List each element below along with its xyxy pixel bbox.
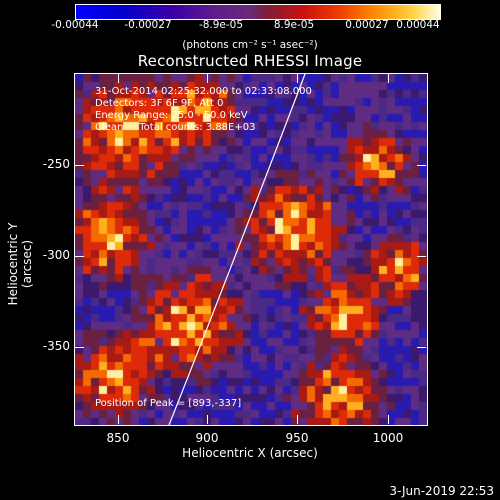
x-tick-mark xyxy=(207,74,208,83)
timestamp: 3-Jun-2019 22:53 xyxy=(389,484,494,498)
x-tick-mark xyxy=(297,415,298,424)
colorbar-tick: 0.00044 xyxy=(396,19,440,31)
x-tick-mark xyxy=(388,74,389,83)
colorbar-tick: -8.9e-05 xyxy=(198,19,244,31)
colorbar-tick: 0.00027 xyxy=(345,19,389,31)
y-tick-label: -300 xyxy=(42,248,70,262)
image-title: Reconstructed RHESSI Image xyxy=(137,52,363,70)
x-tick-label: 900 xyxy=(195,431,219,445)
x-tick-mark xyxy=(388,415,389,424)
y-tick-mark xyxy=(75,165,84,166)
x-tick-label: 850 xyxy=(106,431,130,445)
x-tick-mark xyxy=(118,74,119,83)
colorbar-tick: -0.00044 xyxy=(51,19,99,31)
y-tick-mark xyxy=(75,347,84,348)
y-tick-mark xyxy=(417,347,426,348)
heatmap-image xyxy=(75,74,427,425)
time-range: 31-Oct-2014 02:25:32.000 to 02:33:08.000 xyxy=(95,86,312,97)
y-axis-label: Heliocentric Y (arcsec) xyxy=(6,222,34,306)
colorbar-tick: 8.9e-05 xyxy=(273,19,315,31)
detectors: Detectors: 3F 6F 9F, Att 0 xyxy=(95,98,224,109)
rhessi-image: 31-Oct-2014 02:25:32.000 to 02:33:08.000… xyxy=(74,73,428,426)
clean-counts: Clean Total counts: 3.88E+03 xyxy=(95,122,256,133)
x-tick-mark xyxy=(118,415,119,424)
colorbar xyxy=(75,4,441,20)
peak-position: Position of Peak = [893,-337] xyxy=(95,398,242,409)
solar-limb-line xyxy=(168,74,306,425)
colorbar-units: (photons cm⁻² s⁻¹ asec⁻²) xyxy=(182,39,318,51)
y-tick-mark xyxy=(417,165,426,166)
x-tick-label: 950 xyxy=(285,431,309,445)
energy-range: Energy Range: 25.0 - 50.0 keV xyxy=(95,110,248,121)
x-tick-mark xyxy=(207,415,208,424)
x-tick-mark xyxy=(297,74,298,83)
y-tick-label: -350 xyxy=(42,339,70,353)
x-tick-label: 1000 xyxy=(372,431,404,445)
y-tick-mark xyxy=(417,256,426,257)
x-axis-label: Heliocentric X (arcsec) xyxy=(182,446,318,460)
y-tick-label: -250 xyxy=(42,157,70,171)
colorbar-tick: -0.00027 xyxy=(124,19,172,31)
y-tick-mark xyxy=(75,256,84,257)
